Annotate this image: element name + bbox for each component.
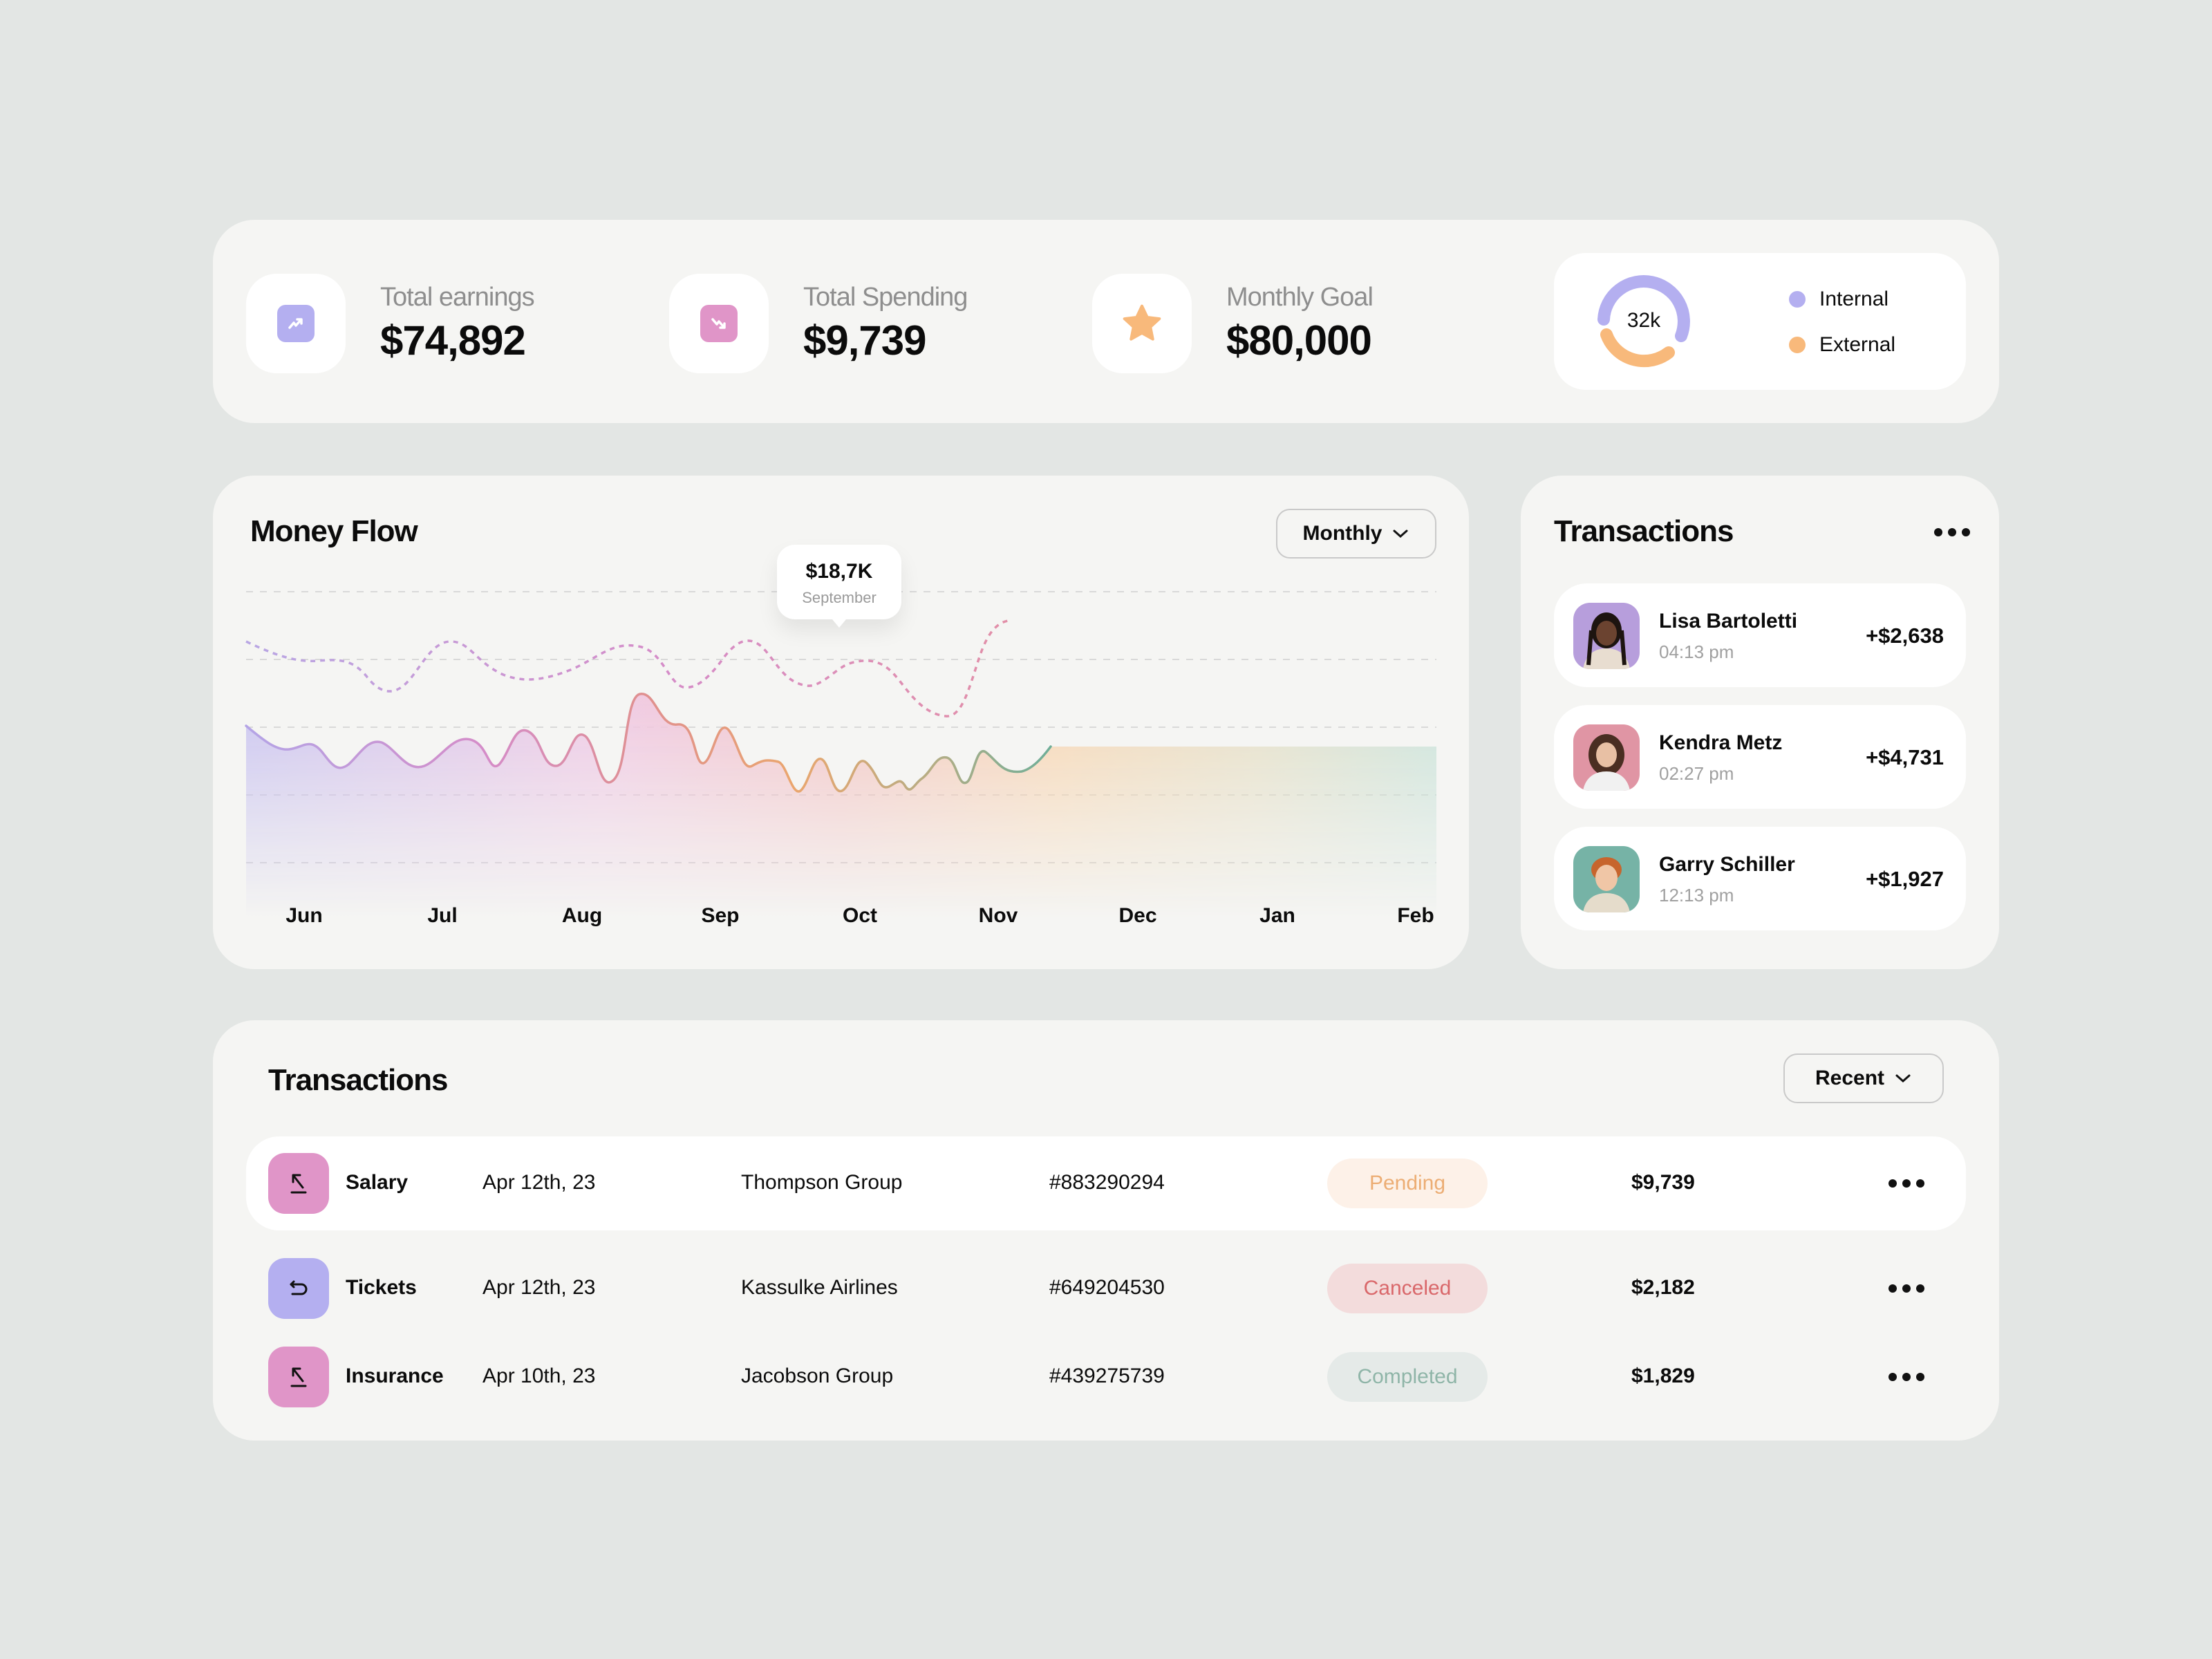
chevron-down-icon xyxy=(1895,1074,1911,1083)
stat-total-spending: Total Spending $9,739 xyxy=(669,274,968,373)
x-axis-label: Jan xyxy=(1259,904,1295,927)
transactions-table-title: Transactions xyxy=(268,1063,448,1097)
stat-value: $74,892 xyxy=(380,317,526,364)
x-axis-label: Oct xyxy=(842,904,878,927)
period-select[interactable]: Monthly xyxy=(1276,509,1436,559)
row-id: #649204530 xyxy=(1049,1276,1165,1299)
row-more-icon[interactable] xyxy=(1888,1284,1924,1293)
return-icon xyxy=(268,1258,329,1319)
avatar xyxy=(1573,603,1640,669)
arrow-up-left-icon xyxy=(268,1153,329,1214)
transactions-table-card: Transactions Recent Salary Apr 12th, 23 … xyxy=(213,1020,1999,1441)
sort-select-label: Recent xyxy=(1815,1067,1885,1089)
stat-label: Total Spending xyxy=(803,283,968,312)
legend-label: Internal xyxy=(1819,288,1889,310)
chart-tooltip: $18,7K September xyxy=(777,545,901,628)
row-more-icon[interactable] xyxy=(1888,1373,1924,1381)
row-type: Tickets xyxy=(346,1276,417,1299)
trending-up-icon xyxy=(277,305,315,342)
arrow-up-left-icon xyxy=(268,1347,329,1407)
transaction-item[interactable]: Lisa Bartoletti 04:13 pm +$2,638 xyxy=(1554,583,1966,687)
star-icon xyxy=(1123,304,1161,341)
row-company: Thompson Group xyxy=(741,1171,903,1194)
recent-transactions-title: Transactions xyxy=(1554,514,1734,548)
transaction-item[interactable]: Kendra Metz 02:27 pm +$4,731 xyxy=(1554,705,1966,809)
more-options-icon[interactable] xyxy=(1934,528,1970,536)
transaction-name: Kendra Metz xyxy=(1659,731,1783,754)
table-row[interactable]: Salary Apr 12th, 23 Thompson Group #8832… xyxy=(246,1136,1966,1230)
period-select-label: Monthly xyxy=(1302,522,1382,545)
avatar xyxy=(1573,724,1640,791)
row-date: Apr 12th, 23 xyxy=(482,1171,596,1194)
legend-label: External xyxy=(1819,333,1896,356)
transaction-time: 12:13 pm xyxy=(1659,885,1734,906)
row-company: Kassulke Airlines xyxy=(741,1276,898,1299)
row-type: Insurance xyxy=(346,1365,444,1387)
donut-chart-widget: 32k Internal External xyxy=(1554,253,1966,390)
trending-down-icon xyxy=(700,305,738,342)
transaction-time: 04:13 pm xyxy=(1659,641,1734,662)
money-flow-title: Money Flow xyxy=(250,514,418,548)
legend-dot-icon xyxy=(1789,337,1806,353)
status-badge: Canceled xyxy=(1327,1264,1488,1313)
stat-value: $80,000 xyxy=(1226,317,1372,364)
x-axis-label: Feb xyxy=(1397,904,1434,927)
table-row[interactable]: Tickets Apr 12th, 23 Kassulke Airlines #… xyxy=(246,1241,1966,1335)
transaction-amount: +$1,927 xyxy=(1866,867,1944,891)
transaction-time: 02:27 pm xyxy=(1659,763,1734,784)
stat-label: Total earnings xyxy=(380,283,535,312)
row-more-icon[interactable] xyxy=(1888,1179,1924,1188)
stat-value: $9,739 xyxy=(803,317,927,364)
money-flow-card: Money Flow Monthly xyxy=(213,476,1469,969)
row-amount: $9,739 xyxy=(1631,1171,1695,1194)
chevron-down-icon xyxy=(1393,529,1408,538)
transaction-amount: +$2,638 xyxy=(1866,624,1944,648)
row-type: Salary xyxy=(346,1171,409,1194)
transaction-amount: +$4,731 xyxy=(1866,745,1944,769)
row-id: #883290294 xyxy=(1049,1171,1165,1194)
transaction-item[interactable]: Garry Schiller 12:13 pm +$1,927 xyxy=(1554,827,1966,930)
x-axis-label: Jul xyxy=(427,904,458,927)
row-company: Jacobson Group xyxy=(741,1365,894,1387)
x-axis-label: Nov xyxy=(978,904,1018,927)
recent-transactions-card: Transactions Lisa Bartoletti 04:13 pm +$… xyxy=(1521,476,1999,969)
sort-select[interactable]: Recent xyxy=(1783,1053,1944,1103)
row-amount: $1,829 xyxy=(1631,1365,1695,1387)
status-badge: Pending xyxy=(1327,1159,1488,1208)
x-axis-label: Dec xyxy=(1118,904,1157,927)
stat-icon-box xyxy=(1092,274,1192,373)
legend-dot-icon xyxy=(1789,291,1806,308)
stat-icon-box xyxy=(246,274,346,373)
stat-icon-box xyxy=(669,274,769,373)
row-date: Apr 12th, 23 xyxy=(482,1276,596,1299)
x-axis-label: Sep xyxy=(701,904,740,927)
tooltip-label: September xyxy=(802,589,877,606)
stat-label: Monthly Goal xyxy=(1226,283,1374,312)
row-amount: $2,182 xyxy=(1631,1276,1695,1299)
row-date: Apr 10th, 23 xyxy=(482,1365,596,1387)
table-row[interactable]: Insurance Apr 10th, 23 Jacobson Group #4… xyxy=(246,1330,1966,1424)
legend-item-external: External xyxy=(1789,333,1895,357)
transaction-name: Garry Schiller xyxy=(1659,853,1795,876)
summary-card: Total earnings $74,892 Total Spending $9… xyxy=(213,220,1999,423)
legend-item-internal: Internal xyxy=(1789,288,1888,311)
x-axis-label: Aug xyxy=(561,904,603,927)
x-axis-label: Jun xyxy=(285,904,323,927)
stat-monthly-goal: Monthly Goal $80,000 xyxy=(1092,274,1374,373)
avatar xyxy=(1573,846,1640,912)
transaction-name: Lisa Bartoletti xyxy=(1659,610,1798,632)
donut-center-label: 32k xyxy=(1627,309,1661,332)
status-badge: Completed xyxy=(1327,1352,1488,1402)
stat-total-earnings: Total earnings $74,892 xyxy=(246,274,535,373)
row-id: #439275739 xyxy=(1049,1365,1165,1387)
donut-chart xyxy=(1597,275,1690,368)
tooltip-value: $18,7K xyxy=(805,560,873,583)
